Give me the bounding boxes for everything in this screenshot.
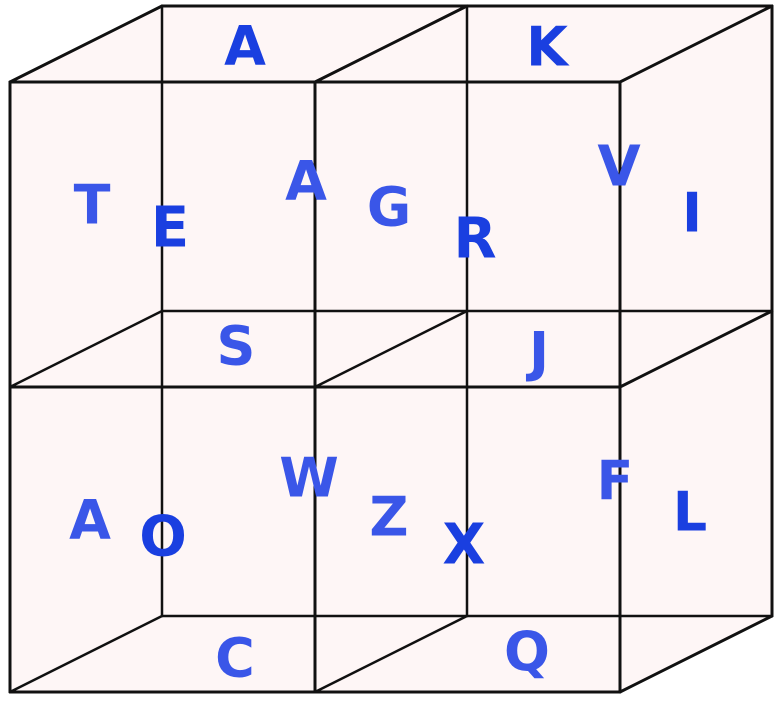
letter-upper-mid-back: A bbox=[285, 150, 327, 213]
letter-lower-left-face: A bbox=[69, 489, 111, 552]
letter-lower-mid-front: Z bbox=[369, 486, 408, 549]
letter-top-back-left: A bbox=[224, 15, 266, 78]
letter-middle-right: J bbox=[525, 321, 549, 384]
back-edges bbox=[8, 4, 774, 694]
letter-lower-right-side: L bbox=[673, 481, 707, 544]
letter-lower-right-back: F bbox=[597, 450, 634, 513]
letter-lower-right-inner: X bbox=[442, 513, 485, 578]
letter-upper-right-back: V bbox=[597, 135, 641, 200]
letter-upper-left-inner: E bbox=[151, 196, 189, 261]
letter-top-back-right: K bbox=[526, 16, 570, 79]
front-edges bbox=[8, 4, 774, 694]
letters: A K T E A G R V I S J A O W Z X F L C Q bbox=[69, 15, 707, 690]
letter-upper-right-inner: R bbox=[453, 207, 496, 272]
letter-upper-mid-front: G bbox=[367, 176, 411, 239]
letter-bottom-right: Q bbox=[504, 621, 550, 684]
letter-lower-left-inner: O bbox=[139, 505, 187, 570]
letter-bottom-left: C bbox=[215, 627, 255, 690]
letter-lower-mid-back: W bbox=[279, 447, 339, 510]
letter-upper-left-face: T bbox=[74, 174, 111, 237]
letter-upper-right-side: I bbox=[682, 182, 702, 245]
letter-middle-left: S bbox=[217, 315, 256, 378]
